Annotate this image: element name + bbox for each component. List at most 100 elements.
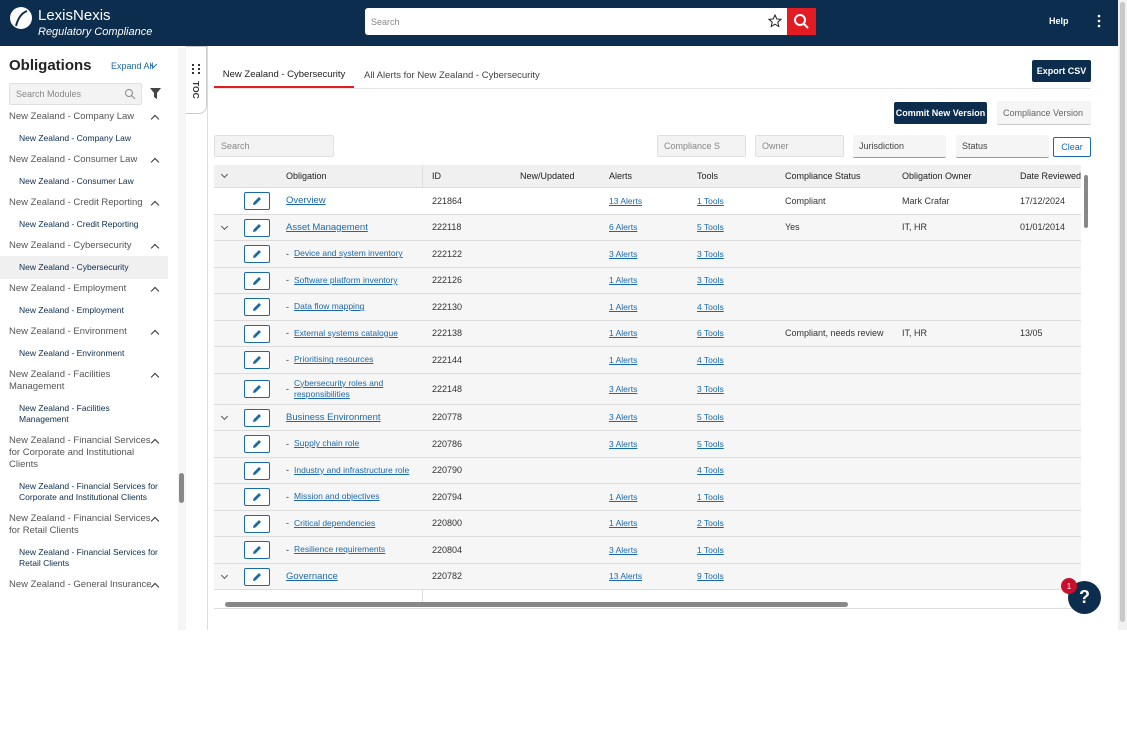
module-header[interactable]: New Zealand - Cybersecurity (0, 236, 178, 256)
module-item[interactable]: New Zealand - Facilities Management (19, 403, 110, 424)
cell-tools[interactable]: 1 Tools (697, 195, 724, 206)
module-header[interactable]: New Zealand - Employment (0, 279, 178, 299)
search-button[interactable] (787, 8, 816, 35)
cell-alerts[interactable]: 3 Alerts (609, 438, 638, 449)
cell-alerts[interactable]: 1 Alerts (609, 328, 638, 339)
expand-chevron[interactable] (220, 571, 229, 579)
cell-tools[interactable]: 1 Tools (697, 544, 724, 555)
help[interactable]: Help (1049, 16, 1069, 26)
cell-tools[interactable]: 4 Tools (697, 465, 724, 476)
cell-alerts[interactable]: 13 Alerts (609, 195, 643, 206)
module-item[interactable]: New Zealand - Financial Services for Cor… (19, 481, 158, 502)
edit-button[interactable] (244, 324, 270, 343)
obligation-link[interactable]: Data flow mapping (294, 301, 365, 312)
module-search[interactable]: Search Modules (9, 83, 142, 105)
jurisdiction-select[interactable]: Jurisdiction (853, 135, 946, 158)
tab-active[interactable]: New Zealand - Cybersecurity (214, 62, 354, 88)
edit-button[interactable] (244, 567, 270, 586)
edit-button[interactable] (244, 380, 270, 398)
cell-tools[interactable]: 6 Tools (697, 328, 724, 339)
obligation-link[interactable]: Critical dependencies (294, 517, 376, 528)
edit-button[interactable] (244, 218, 270, 237)
edit-button[interactable] (244, 541, 270, 560)
cell-alerts[interactable]: 13 Alerts (609, 571, 643, 582)
cell-tools[interactable]: 3 Tools (697, 275, 724, 286)
clear-button[interactable]: Clear (1053, 137, 1091, 157)
table-search[interactable]: Search (214, 135, 334, 157)
module-header[interactable]: New Zealand - Company Law (0, 110, 178, 127)
edit-button[interactable] (244, 351, 270, 370)
chevron[interactable] (220, 170, 229, 179)
module-header[interactable]: New Zealand - Financial Services for Cor… (0, 431, 178, 475)
cell-tools[interactable]: 5 Tools (697, 412, 724, 423)
compliance-filter[interactable]: Compliance S (657, 135, 746, 157)
expand-all[interactable]: Expand All (111, 61, 154, 71)
edit-button[interactable] (244, 271, 270, 290)
search-box[interactable]: Search (365, 8, 787, 35)
obligation-link[interactable]: Industry and infrastructure role (294, 464, 410, 475)
module-item[interactable]: New Zealand - Cybersecurity (0, 256, 168, 279)
version-select[interactable]: Compliance Version (997, 101, 1091, 125)
module-item[interactable]: New Zealand - Employment (19, 305, 124, 315)
edit-button[interactable] (244, 488, 270, 507)
module-header[interactable]: New Zealand - Consumer Law (0, 150, 178, 170)
filter-icon[interactable] (150, 88, 161, 99)
module-item[interactable]: New Zealand - Company Law (19, 133, 131, 143)
owner-filter[interactable]: Owner (755, 135, 844, 157)
module-header[interactable]: New Zealand - General Insurance (0, 575, 178, 595)
favorite-icon[interactable] (768, 14, 782, 28)
cell-alerts[interactable]: 1 Alerts (609, 301, 638, 312)
obligation-link[interactable]: Device and system inventory (294, 248, 403, 259)
tab[interactable]: All Alerts for New Zealand - Cybersecuri… (364, 69, 540, 81)
module-header[interactable]: New Zealand - Facilities Management (0, 365, 178, 397)
obligation-link[interactable]: Software platform inventory (294, 274, 398, 285)
cell-alerts[interactable]: 3 Alerts (609, 383, 638, 394)
cell-tools[interactable]: 4 Tools (697, 354, 724, 365)
obligation-link[interactable]: Asset Management (286, 221, 368, 233)
obligation-link[interactable]: Prioritising resources (294, 354, 374, 365)
obligation-link[interactable]: External systems catalogue (294, 327, 398, 338)
cell-tools[interactable]: 1 Tools (697, 491, 724, 502)
cell-alerts[interactable]: 1 Alerts (609, 354, 638, 365)
export-csv[interactable]: Export CSV (1032, 60, 1091, 82)
module-item[interactable]: New Zealand - Consumer Law (19, 176, 134, 186)
obligation-link[interactable]: Resilience requirements (294, 544, 386, 555)
obligation-link[interactable]: Cybersecurity roles and responsibilities (294, 377, 384, 399)
module-item[interactable]: New Zealand - Credit Reporting (19, 219, 139, 229)
obligation-link[interactable]: Governance (286, 570, 338, 582)
cell-tools[interactable]: 2 Tools (697, 518, 724, 529)
obligation-link[interactable]: Business Environment (286, 411, 381, 423)
commit-version[interactable]: Commit New Version (894, 102, 987, 124)
edit-button[interactable] (244, 245, 270, 264)
module-item[interactable]: New Zealand - Financial Services for Ret… (19, 547, 158, 568)
expand-chevron[interactable] (220, 222, 229, 230)
cell-tools[interactable]: 9 Tools (697, 571, 724, 582)
obligation-link[interactable]: Overview (286, 195, 326, 207)
cell-alerts[interactable]: 1 Alerts (609, 491, 638, 502)
cell-alerts[interactable]: 6 Alerts (609, 222, 638, 233)
expand-chevron[interactable] (220, 412, 229, 420)
cell-tools[interactable]: 4 Tools (697, 301, 724, 312)
cell-alerts[interactable]: 3 Alerts (609, 248, 638, 259)
cell-alerts[interactable]: 3 Alerts (609, 412, 638, 423)
edit-button[interactable] (244, 435, 270, 454)
edit-button[interactable] (244, 514, 270, 533)
module-header[interactable]: New Zealand - Credit Reporting (0, 193, 178, 213)
menu[interactable] (1096, 14, 1102, 28)
status-select[interactable]: Status (956, 135, 1049, 158)
cell-tools[interactable]: 3 Tools (697, 248, 724, 259)
cell-alerts[interactable]: 3 Alerts (609, 544, 638, 555)
obligation-link[interactable]: Supply chain role (294, 438, 360, 449)
module-item[interactable]: New Zealand - Environment (19, 348, 125, 358)
obligation-link[interactable]: Mission and objectives (294, 491, 380, 502)
edit-button[interactable] (244, 408, 270, 427)
edit-button[interactable] (244, 192, 270, 211)
cell-alerts[interactable]: 1 Alerts (609, 275, 638, 286)
module-header[interactable]: New Zealand - Environment (0, 322, 178, 342)
cell-tools[interactable]: 5 Tools (697, 438, 724, 449)
edit-button[interactable] (244, 298, 270, 317)
cell-tools[interactable]: 3 Tools (697, 383, 724, 394)
cell-alerts[interactable]: 1 Alerts (609, 518, 638, 529)
cell-tools[interactable]: 5 Tools (697, 222, 724, 233)
module-header[interactable]: New Zealand - Financial Services for Ret… (0, 509, 178, 541)
